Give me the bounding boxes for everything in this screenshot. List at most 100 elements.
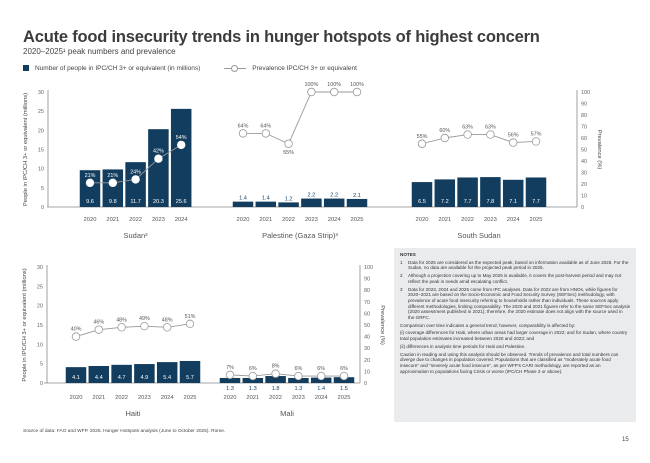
prevalence-line — [421, 134, 537, 145]
bar-value-label: 4.1 — [72, 375, 80, 381]
bar-value-label: 7.1 — [509, 199, 517, 205]
left-tick-label: 25 — [37, 284, 43, 290]
prevalence-label: 21% — [107, 173, 118, 179]
bar-value-label: 7.8 — [487, 199, 495, 205]
right-tick-label: 70 — [581, 125, 587, 131]
year-tick-label: 2020 — [224, 395, 237, 401]
prevalence-label: 60% — [439, 128, 450, 134]
bar — [310, 377, 332, 383]
note-number: 1 — [400, 259, 403, 265]
bar-value-label: 9.8 — [109, 199, 117, 205]
year-tick-label: 2024 — [161, 395, 175, 401]
group-label: Palestine (Gaza Strip)³ — [262, 231, 338, 240]
note-1: 1 Data for 2025 are considered as the exp… — [400, 260, 630, 271]
bar — [434, 179, 456, 207]
prevalence-point — [317, 371, 326, 381]
right-tick-label: 0 — [581, 205, 584, 211]
left-tick-label: 20 — [37, 304, 43, 310]
note-text: Data for 2025 are considered as the expe… — [408, 259, 629, 271]
right-tick-label: 30 — [581, 171, 587, 177]
right-tick-label: 60 — [581, 136, 587, 142]
bar — [346, 198, 368, 207]
right-tick-label: 90 — [364, 277, 370, 283]
right-tick-label: 10 — [364, 369, 370, 375]
bar — [148, 129, 169, 207]
bar-value-label: 4.9 — [141, 375, 149, 381]
bar-value-label: 11.7 — [130, 199, 140, 205]
right-tick-label: 30 — [364, 346, 370, 352]
group-label: Haiti — [125, 409, 140, 418]
prevalence-point — [225, 370, 235, 380]
right-axis-label: Prevalence (%) — [379, 305, 385, 345]
prevalence-label: 6% — [249, 366, 257, 372]
prevalence-point — [131, 175, 140, 184]
right-tick-label: 70 — [364, 300, 370, 306]
bar-value-label: 1.4 — [262, 196, 270, 202]
bar — [301, 198, 322, 207]
prevalence-point — [71, 332, 81, 341]
bar — [65, 367, 87, 383]
year-tick-label: 2023 — [138, 395, 151, 401]
right-tick-label: 90 — [581, 102, 587, 108]
source-note: Source of data: FAO and WFP. 2025. Hunge… — [23, 429, 226, 434]
year-tick-label: 2024 — [507, 217, 521, 223]
prevalence-point — [108, 178, 117, 188]
prevalence-label: 100% — [327, 82, 341, 88]
year-tick-label: 2024 — [315, 395, 329, 401]
year-tick-label: 2020 — [84, 217, 97, 223]
group-label: Sudan² — [124, 231, 149, 240]
prevalence-label: 55% — [417, 134, 428, 140]
notes-comparison: Comparison over time indicates a general… — [400, 322, 576, 328]
prevalence-label: 6% — [317, 366, 325, 372]
bar-value-label: 1.4 — [317, 386, 325, 392]
bar — [255, 201, 277, 207]
right-tick-label: 0 — [364, 381, 367, 387]
prevalence-label: 55% — [283, 150, 294, 156]
prevalence-label: 42% — [153, 149, 164, 155]
right-tick-label: 100 — [364, 265, 373, 271]
prevalence-point — [85, 178, 95, 188]
prevalence-point — [154, 154, 163, 163]
right-tick-label: 60 — [364, 311, 370, 317]
year-tick-label: 2021 — [106, 217, 119, 223]
prevalence-point — [486, 130, 495, 139]
bar — [242, 377, 264, 383]
bar — [502, 179, 524, 207]
bar — [170, 108, 192, 207]
left-axis-label: People in IPC/CH 3+ or equivalent (milli… — [22, 268, 28, 381]
prevalence-point — [140, 321, 149, 331]
page-title: Acute food insecurity trends in hunger h… — [23, 28, 540, 46]
right-tick-label: 40 — [364, 335, 370, 341]
prevalence-label: 24% — [130, 169, 141, 175]
bar — [111, 364, 132, 383]
prevalence-label: 54% — [176, 135, 187, 141]
bar — [219, 377, 241, 383]
year-tick-label: 2024 — [175, 217, 189, 223]
prevalence-line — [243, 91, 357, 145]
prevalence-point — [463, 130, 472, 139]
notes-box: NOTES 1 Data for 2025 are considered as t… — [394, 248, 636, 422]
bar-value-label: 9.6 — [86, 199, 94, 205]
year-tick-label: 2022 — [269, 395, 282, 401]
bar-value-label: 1.8 — [272, 386, 280, 392]
year-tick-label: 2021 — [246, 395, 259, 401]
left-tick-label: 10 — [37, 342, 43, 348]
note-number: 3 — [400, 286, 403, 292]
prevalence-label: 64% — [260, 123, 271, 129]
bar-value-label: 2.2 — [308, 193, 316, 199]
prevalence-point — [440, 133, 449, 143]
year-tick-label: 2025 — [338, 395, 351, 401]
prevalence-point — [330, 87, 339, 97]
year-tick-label: 2023 — [152, 217, 165, 223]
bar-value-label: 5.4 — [163, 375, 171, 381]
prevalence-label: 51% — [185, 314, 196, 320]
bar-value-label: 4.4 — [95, 375, 103, 381]
prevalence-point — [417, 139, 427, 148]
left-tick-label: 0 — [40, 381, 43, 387]
prevalence-label: 63% — [485, 125, 496, 131]
bar — [525, 177, 547, 207]
prevalence-label: 57% — [531, 131, 542, 137]
prevalence-point — [509, 138, 518, 147]
prevalence-label: 40% — [71, 327, 82, 333]
prevalence-line — [229, 373, 344, 377]
